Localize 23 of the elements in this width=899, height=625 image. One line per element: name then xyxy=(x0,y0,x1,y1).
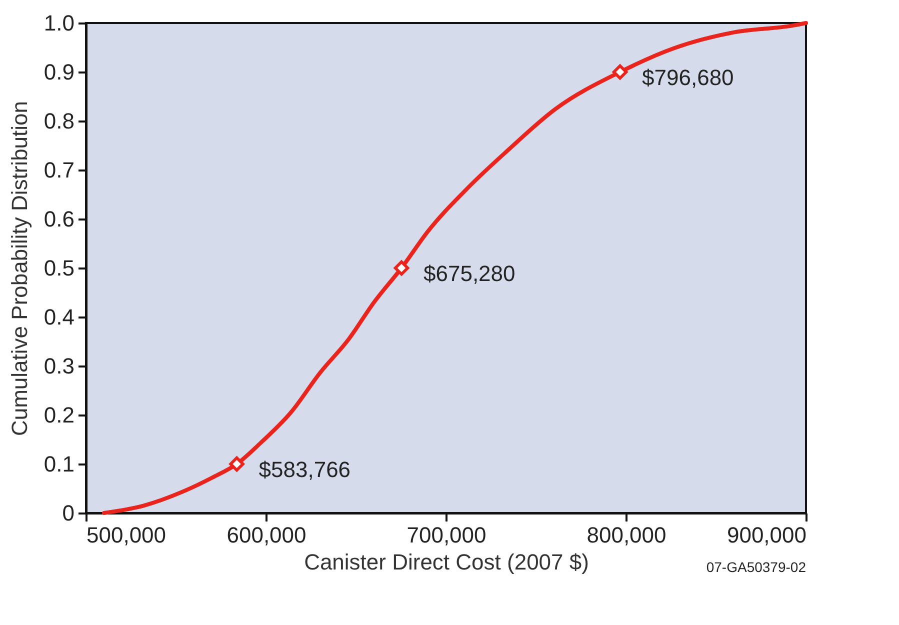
y-tick-label: 0.7 xyxy=(44,158,74,182)
y-tick-label: 0 xyxy=(62,500,74,526)
y-tick-label: 0.2 xyxy=(44,402,74,428)
y-tick-label: 0.4 xyxy=(44,304,74,330)
y-tick-label: 0.5 xyxy=(44,256,74,280)
line-series xyxy=(102,21,808,515)
x-axis-title: Canister Direct Cost (2007 $) xyxy=(304,550,589,574)
annotation: $675,280 xyxy=(424,261,516,286)
x-tick-label: 600,000 xyxy=(226,522,306,548)
x-tick-label: 900,000 xyxy=(726,522,806,548)
annotation: $796,680 xyxy=(642,65,734,90)
y-tick-label: 0.1 xyxy=(44,452,74,476)
y-tick-label: 0.3 xyxy=(44,354,74,378)
annotation: $583,766 xyxy=(258,457,351,482)
x-tick-label: 700,000 xyxy=(406,522,486,548)
y-tick-label: 0.9 xyxy=(44,60,74,84)
x-tick-label: 800,000 xyxy=(586,522,666,548)
y-tick-label: 1.0 xyxy=(44,10,74,36)
x-tick-label: 500,000 xyxy=(86,522,166,548)
y-tick-label: 0.6 xyxy=(44,206,74,232)
y-tick-label: 0.8 xyxy=(44,108,74,134)
y-axis-title: Cumulative Probability Distribution xyxy=(6,100,32,436)
text: 07-GA50379-02 xyxy=(706,559,806,575)
